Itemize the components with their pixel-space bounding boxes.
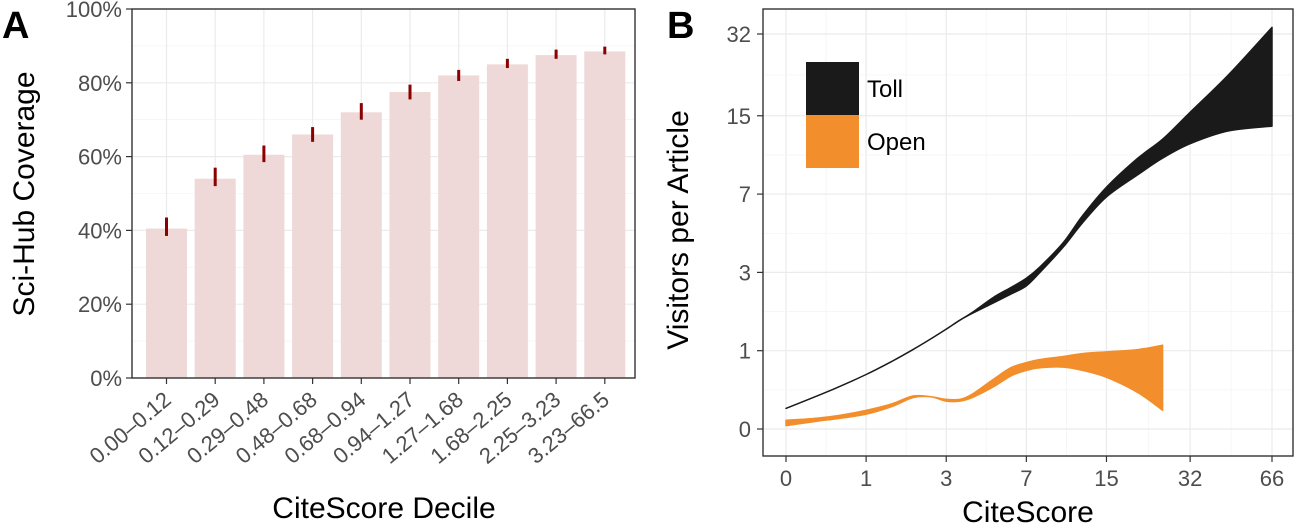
panel-a-y-tick-label: 40% [78,218,122,243]
bar-2.25–3.23 [535,55,577,378]
panel-b-x-axis-title: CiteScore [962,496,1094,524]
bar-3.23–66.5 [584,51,626,379]
panel-a-y-tick-label: 0% [90,366,122,391]
panel-b-y-tick-label: 32 [727,22,751,47]
panel-b-y-axis-title: Visitors per Article [662,110,695,350]
panel-a-y-tick-label: 20% [78,292,122,317]
ribbon-toll [785,26,1273,410]
panel-b-legend: Toll Open [806,62,926,168]
panel-b-y-tick-label: 3 [739,260,751,285]
panel-b-y-tick-label: 15 [727,104,751,129]
panel-a-label: A [2,5,29,47]
panel-b-x-tick-label: 3 [940,466,952,491]
panel-b-y-tick-label: 0 [739,417,751,442]
bar-1.27–1.68 [438,75,480,379]
panel-b-x-tick-label: 7 [1020,466,1032,491]
panel-a-x-axis-title: CiteScore Decile [272,492,495,524]
bar-0.94–1.27 [389,92,431,379]
panel-a-y-axis-title: Sci-Hub Coverage [8,71,41,316]
legend-key-toll [806,62,859,115]
panel-b-y-tick-label: 7 [739,182,751,207]
ribbon-open [785,344,1164,427]
panel-a: A 0%20%40%60%80%100% 0.00–0.120.12–0.290… [2,0,636,524]
legend-key-open [806,115,859,168]
panel-b-x-tick-label: 0 [780,466,792,491]
legend-label-open: Open [867,129,926,156]
panel-b-y-tick-label: 1 [739,339,751,364]
bar-0.68–0.94 [340,112,382,378]
bar-0.48–0.68 [292,134,334,378]
bar-1.68–2.25 [486,64,528,378]
panel-a-y-tick-label: 100% [66,0,122,22]
legend-label-toll: Toll [867,76,903,103]
panel-b-x-tick-label: 66 [1260,466,1284,491]
bar-0.29–0.48 [243,154,285,378]
panel-b-x-tick-label: 1 [860,466,872,491]
panel-b-x-tick-label: 15 [1094,466,1118,491]
panel-a-y-tick-label: 60% [78,145,122,170]
panel-a-y-tick-label: 80% [78,71,122,96]
bar-0.12–0.29 [194,178,236,378]
panel-b-label: B [667,5,694,47]
panel-b: B 0 1 3 7 15 32 0 1 3 7 15 32 66 Toll Open Visitors… [662,5,1294,524]
panel-b-plot-border [762,8,1294,457]
panel-b-x-tick-label: 32 [1178,466,1202,491]
panel-a-plot-border [131,8,636,379]
bar-0.00–0.12 [146,228,187,378]
